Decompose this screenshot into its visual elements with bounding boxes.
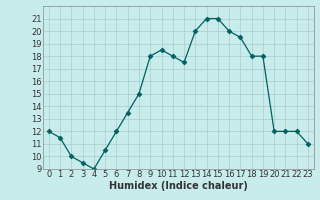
X-axis label: Humidex (Indice chaleur): Humidex (Indice chaleur): [109, 181, 248, 191]
